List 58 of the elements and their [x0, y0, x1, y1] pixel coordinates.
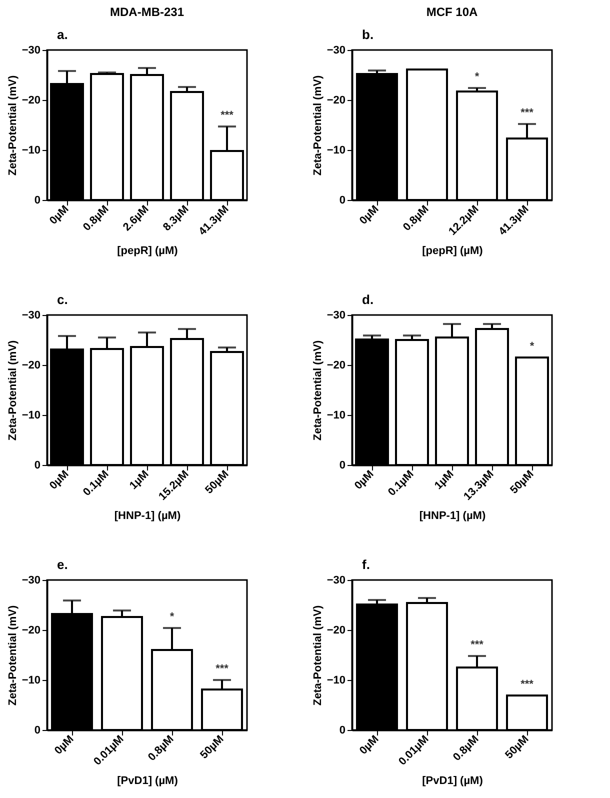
x-tick-label: 0µM: [52, 733, 76, 758]
y-tick-label: −10: [22, 674, 40, 686]
annotation: ***: [470, 639, 484, 651]
annotation: ***: [520, 678, 534, 690]
chart-title: MDA-MB-231: [110, 5, 184, 19]
text: a.: [57, 27, 68, 42]
y-tick-label: −30: [326, 44, 346, 56]
y-tick-label: −10: [22, 144, 40, 156]
y-tick-label: 0: [339, 460, 346, 472]
y-tick-label: 0: [339, 724, 346, 736]
y-tick-label: 0: [34, 194, 40, 206]
x-axis-title: [pepR] (µM): [422, 245, 484, 258]
y-axis-title: Zeta-Potential (mV): [6, 340, 19, 441]
y-axis-title: Zeta-Potential (mV): [312, 340, 324, 441]
y-tick-label: −20: [326, 94, 346, 106]
y-axis-title: Zeta-Potential (mV): [312, 75, 324, 176]
annotation: ***: [220, 110, 234, 122]
y-tick-label: −20: [22, 624, 40, 636]
x-tick-label: 0µM: [47, 203, 72, 228]
text: e.: [57, 557, 68, 572]
y-tick-label: 0: [34, 460, 40, 472]
y-axis-title: Zeta-Potential (mV): [6, 75, 19, 176]
x-axis-title: [PvD1] (µM): [422, 775, 484, 788]
y-tick-label: −20: [22, 94, 40, 106]
x-axis-title: [HNP-1] (µM): [114, 510, 181, 522]
y-tick-label: 0: [34, 724, 40, 736]
y-tick-label: −30: [326, 310, 346, 322]
y-tick-label: −30: [22, 44, 40, 56]
y-tick-label: −20: [326, 360, 346, 372]
y-tick-label: −30: [22, 574, 40, 586]
x-tick-label: 0µM: [47, 468, 72, 492]
text: b.: [362, 27, 374, 42]
y-tick-label: −30: [22, 310, 40, 322]
annotation: *: [170, 611, 175, 623]
annotation: *: [474, 71, 480, 83]
x-tick-label: 0µM: [357, 733, 382, 758]
y-tick-label: −20: [326, 624, 346, 636]
annotation: *: [530, 340, 535, 352]
x-tick-label: 0µM: [357, 203, 382, 228]
text: f.: [362, 557, 370, 572]
y-tick-label: −10: [22, 410, 40, 422]
text: d.: [362, 292, 374, 307]
y-tick-label: −10: [326, 144, 346, 156]
y-tick-label: −30: [326, 574, 346, 586]
y-tick-label: −10: [326, 674, 346, 686]
chart-title: MCF 10A: [426, 5, 478, 19]
y-axis-title: Zeta-Potential (mV): [312, 605, 324, 706]
y-axis-title: Zeta-Potential (mV): [6, 605, 19, 706]
text: c.: [57, 292, 68, 307]
annotation: ***: [520, 107, 534, 119]
annotation: ***: [216, 663, 230, 675]
x-axis-title: [pepR] (µM): [117, 245, 178, 258]
y-tick-label: −10: [326, 410, 346, 422]
x-tick-label: 0µM: [352, 468, 376, 492]
y-tick-label: 0: [339, 194, 346, 206]
y-tick-label: −20: [22, 360, 40, 372]
x-axis-title: [HNP-1] (µM): [419, 510, 486, 522]
x-axis-title: [PvD1] (µM): [117, 775, 178, 788]
